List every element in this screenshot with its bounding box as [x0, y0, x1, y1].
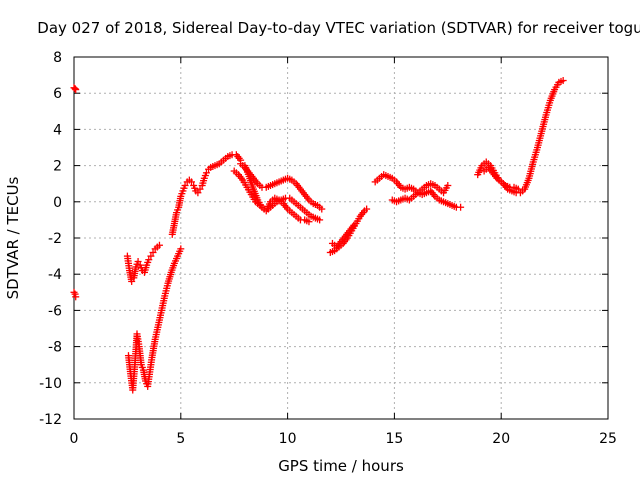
y-tick-label: 4 — [53, 122, 62, 138]
data-point — [187, 178, 195, 186]
x-tick-label: 25 — [599, 431, 617, 447]
data-point — [444, 182, 452, 190]
data-point — [316, 216, 324, 224]
data-point — [514, 185, 522, 193]
data-point — [155, 241, 163, 249]
y-tick-label: 0 — [53, 195, 62, 211]
data-point — [559, 77, 567, 85]
x-tick-label: 15 — [385, 431, 403, 447]
data-points — [70, 77, 567, 394]
data-point — [128, 277, 136, 285]
data-point — [363, 205, 371, 213]
data-point — [72, 86, 80, 94]
data-point — [305, 218, 313, 226]
y-axis-title: SDTVAR / TECUs — [4, 176, 22, 299]
y-tick-label: -10 — [39, 376, 62, 392]
y-tick-label: -4 — [48, 267, 62, 283]
y-tick-label: -2 — [48, 231, 62, 247]
x-tick-labels: 0 5 10 15 20 25 — [70, 431, 617, 447]
data-point — [196, 185, 204, 193]
data-point — [202, 169, 210, 177]
data-point — [177, 245, 185, 253]
grid — [74, 57, 608, 419]
plot-frame — [73, 56, 609, 420]
x-axis-title: GPS time / hours — [278, 457, 404, 475]
y-tick-label: 2 — [53, 159, 62, 175]
data-point — [134, 258, 142, 266]
data-point — [145, 256, 153, 264]
data-point — [194, 189, 202, 197]
data-point — [72, 293, 80, 301]
x-tick-label: 20 — [492, 431, 510, 447]
y-tick-labels: -12 -10 -8 -6 -4 -2 0 2 4 6 8 — [39, 50, 62, 428]
x-tick-label: 0 — [70, 431, 79, 447]
data-point — [350, 221, 358, 229]
y-tick-label: -8 — [48, 340, 62, 356]
y-tick-label: -12 — [39, 412, 62, 428]
data-point — [149, 248, 157, 256]
y-tick-label: 8 — [53, 50, 62, 66]
data-point — [457, 203, 465, 211]
x-tick-label: 10 — [279, 431, 297, 447]
chart-title: Day 027 of 2018, Sidereal Day-to-day VTE… — [37, 19, 640, 37]
x-tick-label: 5 — [176, 431, 185, 447]
data-point — [318, 205, 326, 213]
data-point — [147, 252, 155, 260]
data-point — [181, 182, 189, 190]
y-tick-label: -6 — [48, 303, 62, 319]
y-tick-label: 6 — [53, 86, 62, 102]
